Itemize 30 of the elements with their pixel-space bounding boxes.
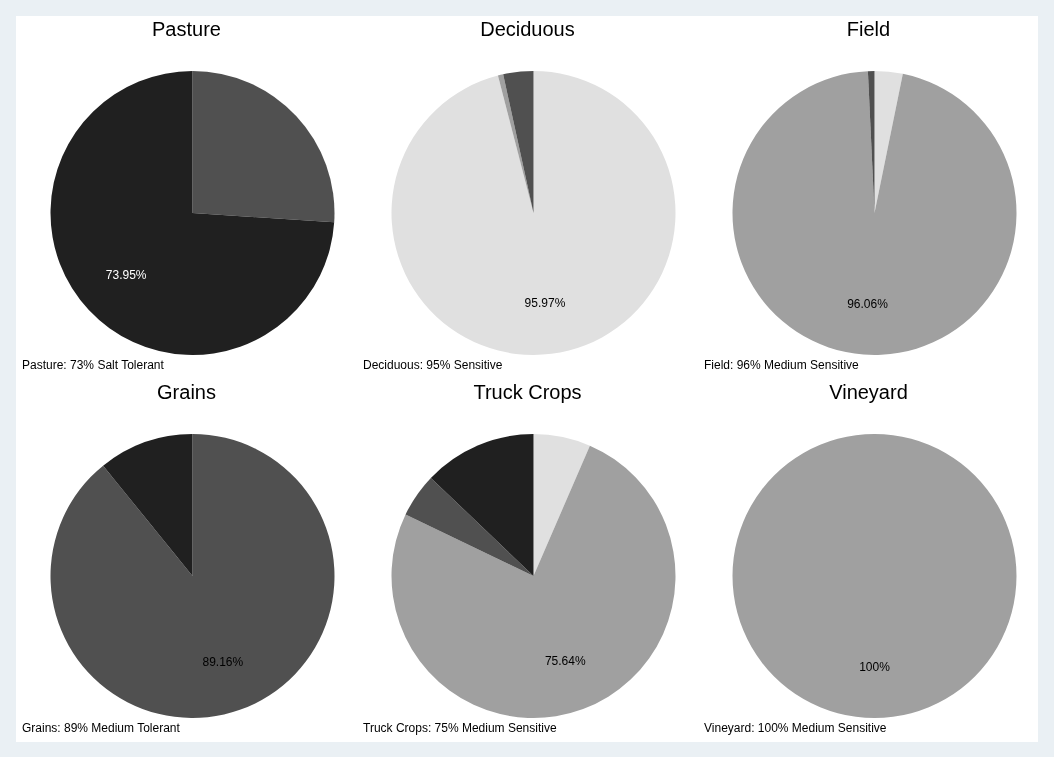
pie-slice	[405, 477, 534, 576]
pie-slice	[732, 71, 1017, 355]
pie-slice	[192, 71, 335, 223]
data-label: 75.64%	[544, 654, 586, 669]
text: Grains: 89% Medium Tolerant	[22, 721, 180, 735]
pie-slice	[391, 445, 676, 718]
pie-slice	[103, 434, 193, 576]
text: Vineyard: 100% Medium Sensitive	[704, 721, 887, 735]
chart-title: Vineyard	[828, 381, 909, 404]
data-label: 73.95%	[105, 268, 147, 283]
pie-slice	[430, 434, 534, 576]
data-label: 96.06%	[847, 296, 889, 311]
chart-title: Deciduous	[479, 18, 576, 41]
chart-title: Field	[845, 18, 892, 41]
text: Truck Crops: 75% Medium Sensitive	[363, 721, 557, 735]
text: Deciduous: 95% Sensitive	[363, 358, 503, 372]
pie-slice	[503, 71, 534, 213]
chart-title: Pasture	[151, 18, 222, 41]
data-label: 95.97%	[524, 296, 566, 311]
chart-title: Grains	[156, 381, 217, 404]
pie-slice	[533, 434, 590, 576]
pie-slice	[50, 434, 335, 718]
data-label: 100%	[859, 659, 891, 674]
pie-slice	[50, 71, 335, 355]
text: Field: 96% Medium Sensitive	[704, 358, 859, 372]
pie-slice	[867, 71, 875, 213]
text: Pasture: 73% Salt Tolerant	[22, 358, 164, 372]
chart-title: Truck Crops	[472, 381, 583, 404]
data-label: 89.16%	[202, 654, 244, 669]
pie-slice	[391, 71, 676, 355]
